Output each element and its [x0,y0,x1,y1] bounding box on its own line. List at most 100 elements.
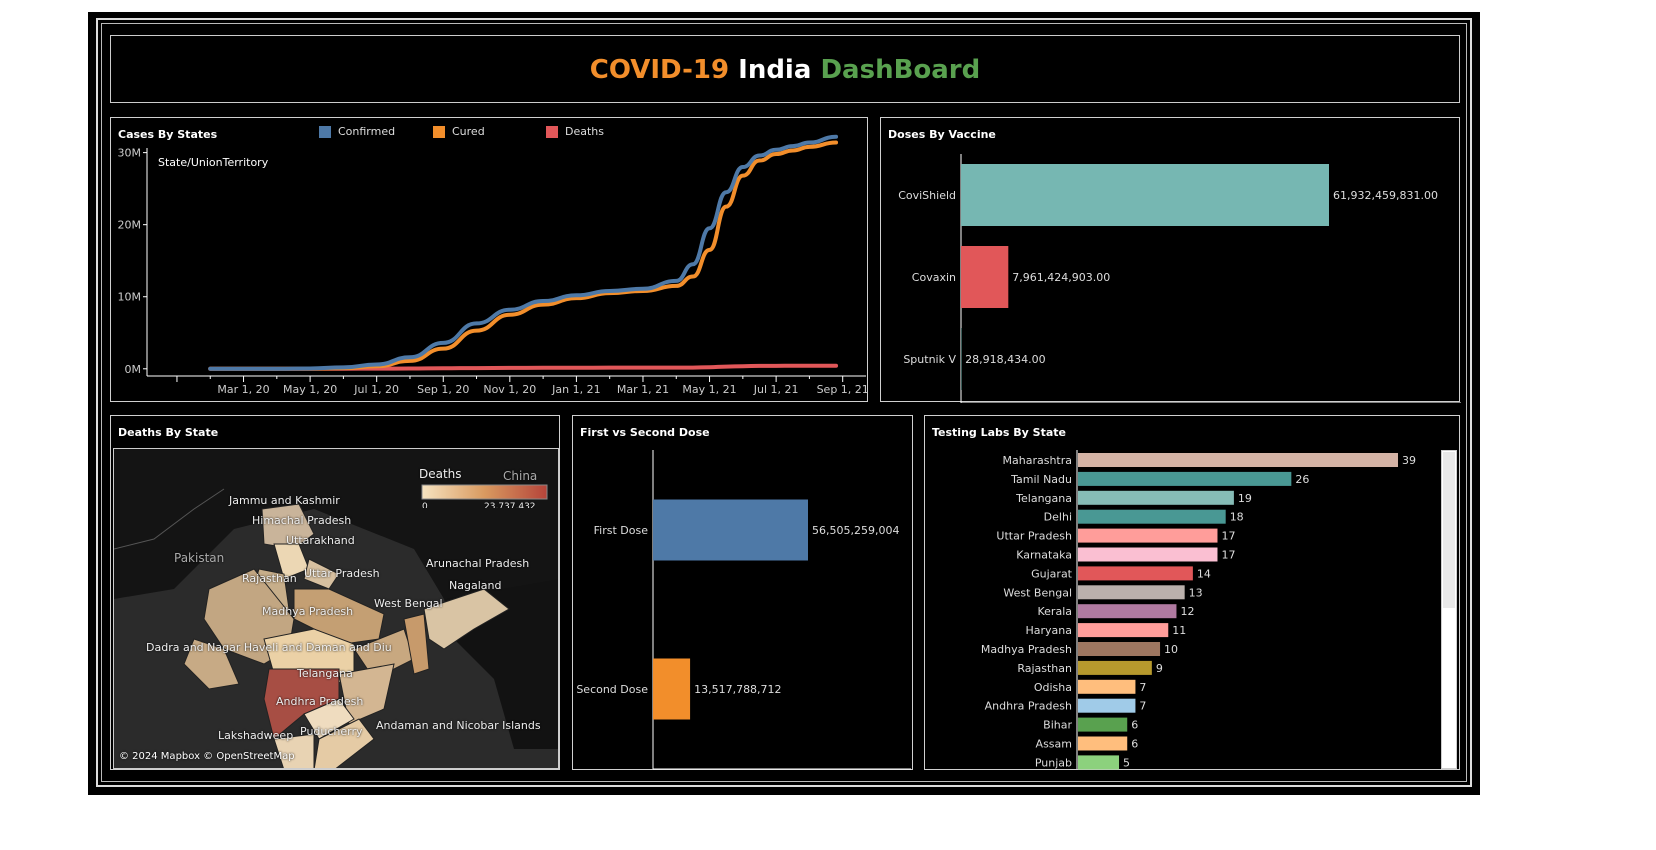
map-label: Dadra and Nagar Haveli and Daman and Diu [146,641,392,654]
bar-value-label: 12 [1180,605,1194,618]
map-attribution[interactable]: © 2024 Mapbox © OpenStreetMap [119,751,295,762]
bar-odisha [1078,679,1136,694]
bar-madhya-pradesh [1078,642,1161,656]
bar-category-label: Haryana [1026,624,1073,637]
state-northeast[interactable] [423,588,510,650]
bar-value-label: 39 [1402,454,1416,467]
map-label: Rajasthan [242,572,297,585]
state-karnataka[interactable] [273,733,315,769]
map-label: Telangana [297,667,353,680]
bar-haryana [1078,623,1169,638]
map-label: China [503,469,538,483]
pane-label: State/UnionTerritory [158,156,269,169]
legend-swatch-cured[interactable] [433,126,445,138]
dose-compare-chart[interactable]: First Dose 56,505,259,004 Second Dose 13,51… [573,416,914,771]
bar-maharashtra [1078,453,1398,467]
dose-compare-panel: First vs Second Dose First Dose 56,505,25… [572,415,913,770]
bar-punjab [1078,755,1120,770]
labs-chart[interactable]: Maharashtra 39 Tamil Nadu 26 Telangana 19 Delh… [925,416,1461,771]
bar-value-label: 7 [1139,700,1146,713]
labs-scrollbar[interactable] [1441,450,1457,769]
bar-first-dose [653,499,808,561]
bar-category-label: Sputnik V [903,353,956,366]
dose-compare-title: First vs Second Dose [580,426,710,439]
bar-category-label: Punjab [1035,756,1072,769]
bar-category-label: Karnataka [1016,549,1072,562]
bar-value-label: 61,932,459,831.00 [1333,189,1438,202]
bar-category-label: Bihar [1043,719,1072,732]
bar-telangana [1078,490,1234,505]
bar-category-label: Kerala [1038,605,1073,618]
legend-swatch-confirmed[interactable] [319,126,331,138]
deaths-legend-ramp [421,484,548,500]
legend-label-deaths[interactable]: Deaths [565,125,604,138]
bar-karnataka [1078,547,1218,562]
bar-category-label: Odisha [1034,681,1072,694]
map-label: Nagaland [449,579,502,592]
bar-value-label: 28,918,434.00 [965,353,1045,366]
state-ap[interactable] [313,718,375,769]
bar-category-label: Assam [1036,738,1072,751]
deaths-legend-max: 23,737,432 [484,502,536,508]
deaths-legend-title: Deaths [419,467,462,481]
y-tick-label: 30M [118,147,142,160]
map-label: Arunachal Pradesh [426,557,530,570]
bar-category-label: Gujarat [1031,567,1073,580]
state-gujarat[interactable] [183,638,240,690]
bar-value-label: 6 [1131,719,1138,732]
india-map[interactable] [114,449,559,769]
bar-category-label: Tamil Nadu [1010,473,1072,486]
bar-value-label: 17 [1221,549,1235,562]
bar-category-label: Andhra Pradesh [985,700,1072,713]
map-panel: Deaths By State Jammu and Kashmir Himacha… [110,415,560,770]
map-label: Andhra Pradesh [276,695,364,708]
state-wb[interactable] [403,613,430,675]
y-tick-label: 0M [125,363,142,376]
state-jk[interactable] [261,503,315,550]
bar-category-label: West Bengal [1003,586,1072,599]
bar-covishield [961,164,1329,226]
state-telangana[interactable] [303,698,355,740]
legend-label-confirmed[interactable]: Confirmed [338,125,396,138]
x-tick-label: May 1, 20 [283,383,337,396]
x-tick-label: Nov 1, 20 [483,383,536,396]
bar-value-label: 13,517,788,712 [694,683,781,696]
map-label: Uttarakhand [286,534,355,547]
bar-andhra-pradesh [1078,698,1136,713]
cases-panel: Cases By States Confirmed Cured Deaths Sta… [110,117,869,403]
bar-value-label: 6 [1131,738,1138,751]
line-chart[interactable]: 0M 10M 20M 30M Mar 1, 20 May 1, 20 Jul 1, 20 Se… [111,118,869,403]
bar-category-label: Telangana [1015,492,1072,505]
bar-value-label: 9 [1156,662,1163,675]
map-label: Madhya Pradesh [262,605,354,618]
x-tick-label: Sep 1, 20 [417,383,469,396]
bar-category-label: Second Dose [576,683,648,696]
bar-value-label: 7 [1139,681,1146,694]
bar-value-label: 14 [1197,567,1211,580]
bar-bihar [1078,717,1128,732]
bar-category-label: Delhi [1044,511,1072,524]
doses-title: Doses By Vaccine [888,128,996,141]
x-tick-label: Mar 1, 21 [617,383,669,396]
y-tick-label: 20M [118,219,142,232]
doses-chart[interactable]: CoviShield 61,932,459,831.00 Covaxin 7,961,… [881,118,1461,403]
dashboard-border [96,18,1472,787]
map-label: West Bengal [374,597,443,610]
bar-category-label: Madhya Pradesh [981,643,1072,656]
labs-scrollbar-thumb[interactable] [1443,452,1455,608]
bar-value-label: 7,961,424,903.00 [1012,271,1110,284]
bar-value-label: 5 [1123,756,1130,769]
legend-label-cured[interactable]: Cured [452,125,485,138]
bar-gujarat [1078,566,1193,581]
x-tick-label: Jan 1, 21 [551,383,600,396]
x-tick-label: Jul 1, 20 [353,383,399,396]
bar-west-bengal [1078,585,1185,600]
bar-second-dose [653,658,691,720]
map-view[interactable]: Jammu and Kashmir Himachal Pradesh Uttarak… [113,448,559,769]
map-label: Jammu and Kashmir [229,494,340,507]
bar-category-label: First Dose [594,524,649,537]
bar-value-label: 11 [1172,624,1186,637]
bar-sputnik-v [961,328,962,390]
bar-value-label: 17 [1221,530,1235,543]
legend-swatch-deaths[interactable] [546,126,558,138]
